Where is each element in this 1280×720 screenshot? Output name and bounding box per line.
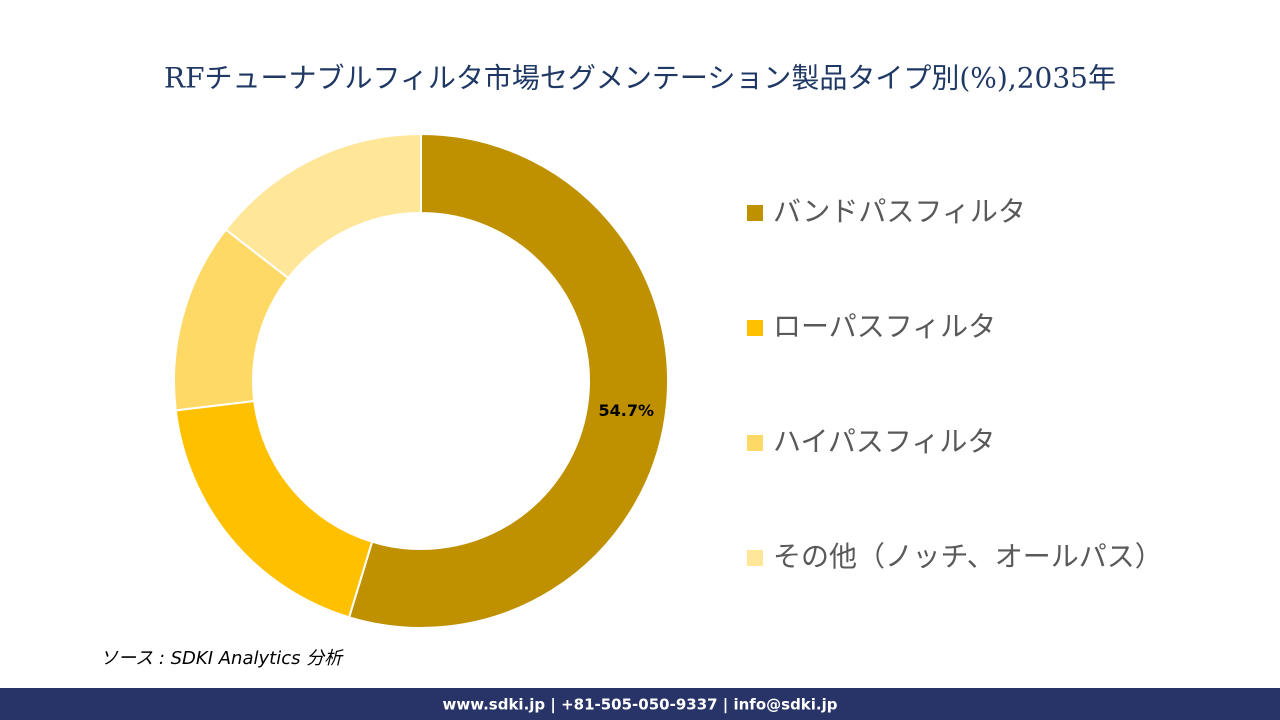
legend-label: バンドパスフィルタ <box>773 195 1026 228</box>
legend-swatch <box>747 320 763 336</box>
legend-swatch <box>747 550 763 566</box>
data-label: 54.7% <box>598 401 654 420</box>
legend-swatch <box>747 205 763 221</box>
chart-title: RFチューナブルフィルタ市場セグメンテーション製品タイプ別(%),2035年 <box>164 62 1116 95</box>
legend-label: ローパスフィルタ <box>773 310 996 343</box>
legend-swatch <box>747 435 763 451</box>
source-note: ソース : SDKI Analytics 分析 <box>100 648 344 669</box>
footer-text: www.sdki.jp | +81-505-050-9337 | info@sd… <box>442 696 837 715</box>
donut-segment <box>224 132 422 280</box>
donut-segment <box>174 399 374 619</box>
legend-label: ハイパスフィルタ <box>773 425 995 458</box>
legend-label: その他（ノッチ、オールパス） <box>773 540 1163 573</box>
donut-segment <box>347 132 669 629</box>
footer-bar <box>0 688 1280 720</box>
